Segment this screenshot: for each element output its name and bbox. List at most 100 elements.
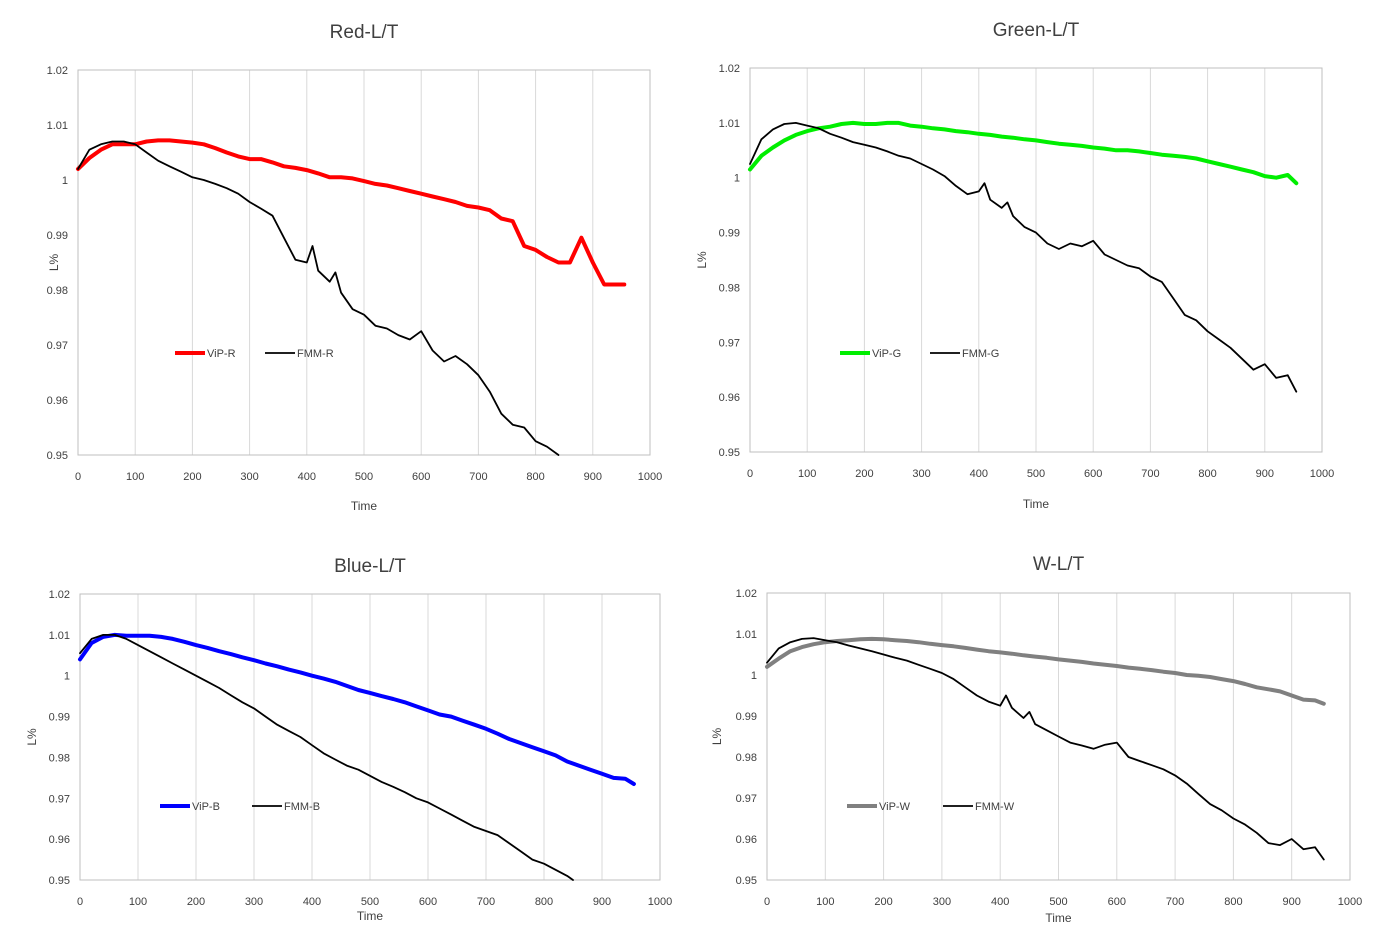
x-tick-label: 0 — [747, 468, 753, 480]
series-line-fmm-b — [79, 634, 574, 881]
y-tick-label: 0.96 — [719, 392, 740, 404]
series-line-fmm-r — [77, 140, 560, 456]
y-tick-label: 1.02 — [47, 65, 68, 77]
x-tick-label: 900 — [1256, 468, 1274, 480]
plot-area — [79, 593, 661, 881]
chart-svg-blue: Blue-L/T 0 100 200 300 400 500 600 700 800 900 1000… — [25, 556, 672, 923]
legend-label: ViP-B — [192, 801, 220, 813]
y-tick-label: 1.01 — [47, 120, 68, 132]
y-tick-label: 1.01 — [49, 630, 70, 642]
series-line-vip-r — [76, 138, 627, 287]
legend-label: ViP-G — [872, 348, 901, 360]
x-tick-label: 300 — [245, 896, 263, 908]
chart-svg-white: W-L/T 0 100 200 300 400 500 600 700 800 900 1000 0.9… — [710, 554, 1362, 925]
x-tick-label: 200 — [855, 468, 873, 480]
legend-label: ViP-R — [207, 348, 236, 360]
plot-area — [766, 592, 1351, 881]
x-tick-label: 500 — [1049, 896, 1067, 908]
x-tick-label: 300 — [933, 896, 951, 908]
x-tick-label: 400 — [303, 896, 321, 908]
x-tick-label: 1000 — [638, 471, 662, 483]
legend-label: ViP-W — [879, 801, 911, 813]
legend-label: FMM-G — [962, 348, 999, 360]
x-tick-label: 0 — [75, 471, 81, 483]
x-tick-label: 700 — [469, 471, 487, 483]
series-line-fmm-w — [766, 637, 1325, 861]
series-line-vip-w — [765, 636, 1326, 706]
y-tick-label: 1 — [734, 173, 740, 185]
x-tick-label: 700 — [477, 896, 495, 908]
x-tick-label: 100 — [816, 896, 834, 908]
series-line-fmm-g — [749, 122, 1298, 393]
x-tick-label: 100 — [126, 471, 144, 483]
y-tick-label: 0.99 — [49, 712, 70, 724]
x-tick-label: 1000 — [1338, 896, 1362, 908]
y-axis-label: L% — [47, 253, 61, 271]
x-tick-label: 200 — [183, 471, 201, 483]
x-axis-label: Time — [351, 499, 378, 513]
x-tick-label: 300 — [240, 471, 258, 483]
x-tick-label: 700 — [1166, 896, 1184, 908]
y-tick-label: 1.02 — [49, 589, 70, 601]
x-tick-label: 200 — [187, 896, 205, 908]
x-tick-label: 500 — [1027, 468, 1045, 480]
x-tick-label: 600 — [1084, 468, 1102, 480]
y-tick-label: 1 — [64, 671, 70, 683]
y-tick-label: 1.02 — [719, 63, 740, 75]
y-tick-label: 0.97 — [719, 337, 740, 349]
x-axis-label: Time — [1045, 911, 1072, 925]
chart-panel-blue: Blue-L/T 0 100 200 300 400 500 600 700 800 900 1000… — [0, 530, 700, 935]
y-tick-label: 0.96 — [736, 834, 757, 846]
x-tick-label: 0 — [764, 896, 770, 908]
chart-panel-green: Green-L/T 0 100 200 300 400 500 600 700 800 900 100… — [670, 0, 1370, 520]
y-tick-label: 1 — [62, 175, 68, 187]
x-tick-label: 800 — [526, 471, 544, 483]
y-axis-label: L% — [710, 727, 724, 745]
x-tick-label: 600 — [419, 896, 437, 908]
chart-panel-red: Red-L/T 0 100 200 300 400 500 600 700 800 900 1000 0… — [0, 0, 700, 520]
y-tick-label: 0.95 — [49, 875, 70, 887]
y-tick-label: 1 — [751, 670, 757, 682]
x-tick-label: 900 — [584, 471, 602, 483]
y-tick-label: 0.99 — [47, 230, 68, 242]
series-line-vip-g — [748, 120, 1299, 186]
x-tick-label: 1000 — [1310, 468, 1334, 480]
y-tick-label: 0.98 — [47, 285, 68, 297]
y-tick-label: 1.01 — [719, 118, 740, 130]
x-tick-label: 600 — [1108, 896, 1126, 908]
y-axis-label: L% — [25, 728, 39, 746]
x-tick-label: 800 — [1198, 468, 1216, 480]
plot-area — [77, 69, 651, 456]
x-axis-label: Time — [1023, 497, 1050, 511]
y-tick-label: 0.95 — [47, 450, 68, 462]
legend-label: FMM-B — [284, 801, 320, 813]
y-tick-label: 0.99 — [719, 228, 740, 240]
plot-area — [749, 67, 1323, 453]
x-tick-label: 500 — [361, 896, 379, 908]
x-tick-label: 800 — [535, 896, 553, 908]
x-tick-label: 700 — [1141, 468, 1159, 480]
chart-svg-green: Green-L/T 0 100 200 300 400 500 600 700 800 900 100… — [695, 20, 1334, 511]
y-tick-label: 0.97 — [49, 793, 70, 805]
y-tick-label: 1.02 — [736, 588, 757, 600]
legend-label: FMM-R — [297, 348, 334, 360]
x-tick-label: 400 — [991, 896, 1009, 908]
y-tick-label: 0.96 — [49, 834, 70, 846]
y-tick-label: 0.95 — [719, 447, 740, 459]
series-line-vip-b — [78, 632, 636, 786]
x-tick-label: 600 — [412, 471, 430, 483]
x-tick-label: 500 — [355, 471, 373, 483]
chart-title: Green-L/T — [993, 20, 1080, 41]
x-tick-label: 800 — [1224, 896, 1242, 908]
chart-svg-red: Red-L/T 0 100 200 300 400 500 600 700 800 900 1000 0… — [47, 22, 663, 513]
chart-title: Blue-L/T — [334, 556, 406, 577]
y-tick-label: 0.98 — [49, 752, 70, 764]
x-tick-label: 100 — [129, 896, 147, 908]
y-tick-label: 0.97 — [47, 340, 68, 352]
y-tick-label: 0.95 — [736, 875, 757, 887]
chart-title: Red-L/T — [330, 22, 399, 43]
x-tick-label: 400 — [970, 468, 988, 480]
y-tick-label: 0.98 — [736, 752, 757, 764]
x-tick-label: 100 — [798, 468, 816, 480]
y-axis-label: L% — [695, 251, 709, 269]
